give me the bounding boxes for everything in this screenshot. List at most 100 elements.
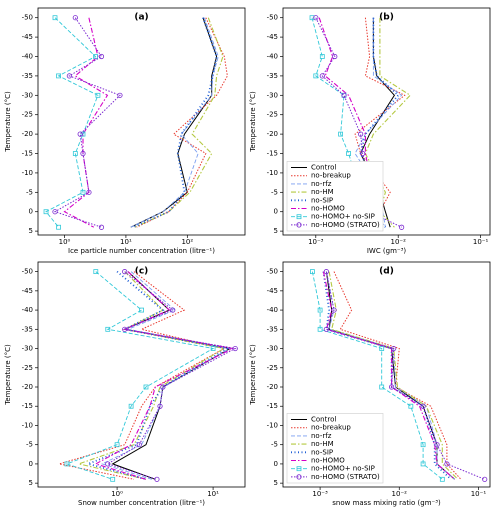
y-tick-label: -50 <box>267 14 278 22</box>
marker <box>105 326 111 332</box>
series-line <box>59 271 226 480</box>
y-tick-label: -40 <box>22 306 33 314</box>
marker <box>105 461 111 467</box>
marker <box>72 151 78 156</box>
legend-label: no-rfz <box>311 180 332 188</box>
marker <box>114 442 120 448</box>
series-line <box>63 17 109 228</box>
marker <box>122 326 128 332</box>
x-tick-label: 10⁰ <box>111 490 123 498</box>
series-line <box>130 17 219 228</box>
y-tick-label: 5 <box>29 227 33 235</box>
y-tick-label: -10 <box>267 169 278 177</box>
y-tick-label: -45 <box>267 287 278 295</box>
marker <box>313 15 319 21</box>
series-line <box>364 17 412 228</box>
y-tick-label: -20 <box>267 383 278 391</box>
x-tick-label: 10⁻² <box>392 490 408 498</box>
marker <box>420 403 426 409</box>
marker <box>439 476 445 482</box>
marker <box>43 209 49 215</box>
panel-title: (a) <box>134 13 148 23</box>
legend-box <box>286 413 384 484</box>
plot-frame <box>37 7 246 236</box>
y-tick-label: -20 <box>267 130 278 138</box>
y-tick-label: 5 <box>274 227 278 235</box>
marker <box>66 73 72 79</box>
y-tick-label: -45 <box>22 33 33 41</box>
marker <box>408 403 414 409</box>
y-tick-label: -50 <box>267 268 278 276</box>
y-tick-label: -15 <box>22 150 33 158</box>
x-axis-label: Snow number concentration (litre⁻¹) <box>78 499 205 507</box>
marker <box>399 224 405 230</box>
series-line <box>65 271 215 480</box>
series-line <box>311 271 443 480</box>
marker <box>232 345 238 352</box>
legend-marker <box>296 474 302 480</box>
marker <box>98 53 105 60</box>
marker <box>388 384 395 390</box>
y-tick-label: -25 <box>22 364 33 372</box>
marker <box>128 403 134 409</box>
series-line <box>76 271 226 480</box>
marker <box>157 403 163 409</box>
series-line <box>325 271 485 480</box>
marker <box>323 326 329 332</box>
series-line <box>354 17 406 228</box>
y-tick-label: -5 <box>271 441 278 449</box>
series-line <box>45 17 99 228</box>
marker <box>346 151 351 156</box>
marker <box>391 345 397 352</box>
y-axis-label: Temperature (°C) <box>249 91 257 153</box>
x-tick-label: 10⁰ <box>59 238 71 246</box>
marker <box>420 442 426 448</box>
legend-label: no-rfz <box>311 432 332 440</box>
marker <box>80 189 86 195</box>
x-tick-label: 10⁻¹ <box>473 238 489 246</box>
y-tick-label: -10 <box>22 169 33 177</box>
y-tick-label: -15 <box>267 402 278 410</box>
y-tick-label: -40 <box>267 306 278 314</box>
y-tick-label: -25 <box>267 111 278 119</box>
marker <box>317 307 323 313</box>
legend-label: no-HOMO <box>311 457 345 465</box>
legend-box <box>286 161 384 232</box>
series-line <box>85 270 230 481</box>
x-tick-label: 10¹ <box>120 238 132 246</box>
legend: Controlno-breakupno-rfzno-HMno-SIPno-HOM… <box>286 161 384 232</box>
marker <box>98 224 105 230</box>
marker <box>341 92 347 98</box>
y-tick-label: -5 <box>26 188 33 196</box>
series-line <box>328 271 459 480</box>
marker <box>93 269 99 275</box>
legend-label: no-HM <box>311 188 334 196</box>
y-tick-label: -50 <box>22 14 33 22</box>
marker <box>360 150 366 157</box>
marker <box>420 461 426 467</box>
marker <box>80 131 86 137</box>
y-tick-label: -10 <box>22 421 33 429</box>
marker <box>309 15 315 21</box>
y-tick-label: -5 <box>26 441 33 449</box>
marker <box>80 150 86 157</box>
legend-label: no-breakup <box>311 172 351 180</box>
series-line <box>325 271 455 480</box>
legend-marker <box>296 466 302 472</box>
panel-title: (c) <box>135 267 149 277</box>
panel-title: (b) <box>379 13 394 23</box>
marker <box>482 476 488 482</box>
y-axis-label: Temperature (°C) <box>4 344 12 406</box>
marker <box>143 384 149 390</box>
plot-frame <box>282 7 491 236</box>
legend-label: no-HOMO+ no-SIP <box>311 465 375 473</box>
marker <box>358 131 364 137</box>
marker <box>86 189 92 195</box>
y-tick-label: -30 <box>267 345 278 353</box>
series-line <box>134 17 224 228</box>
marker <box>117 92 123 98</box>
series-line <box>94 271 235 480</box>
marker <box>122 269 128 275</box>
marker <box>56 224 61 230</box>
